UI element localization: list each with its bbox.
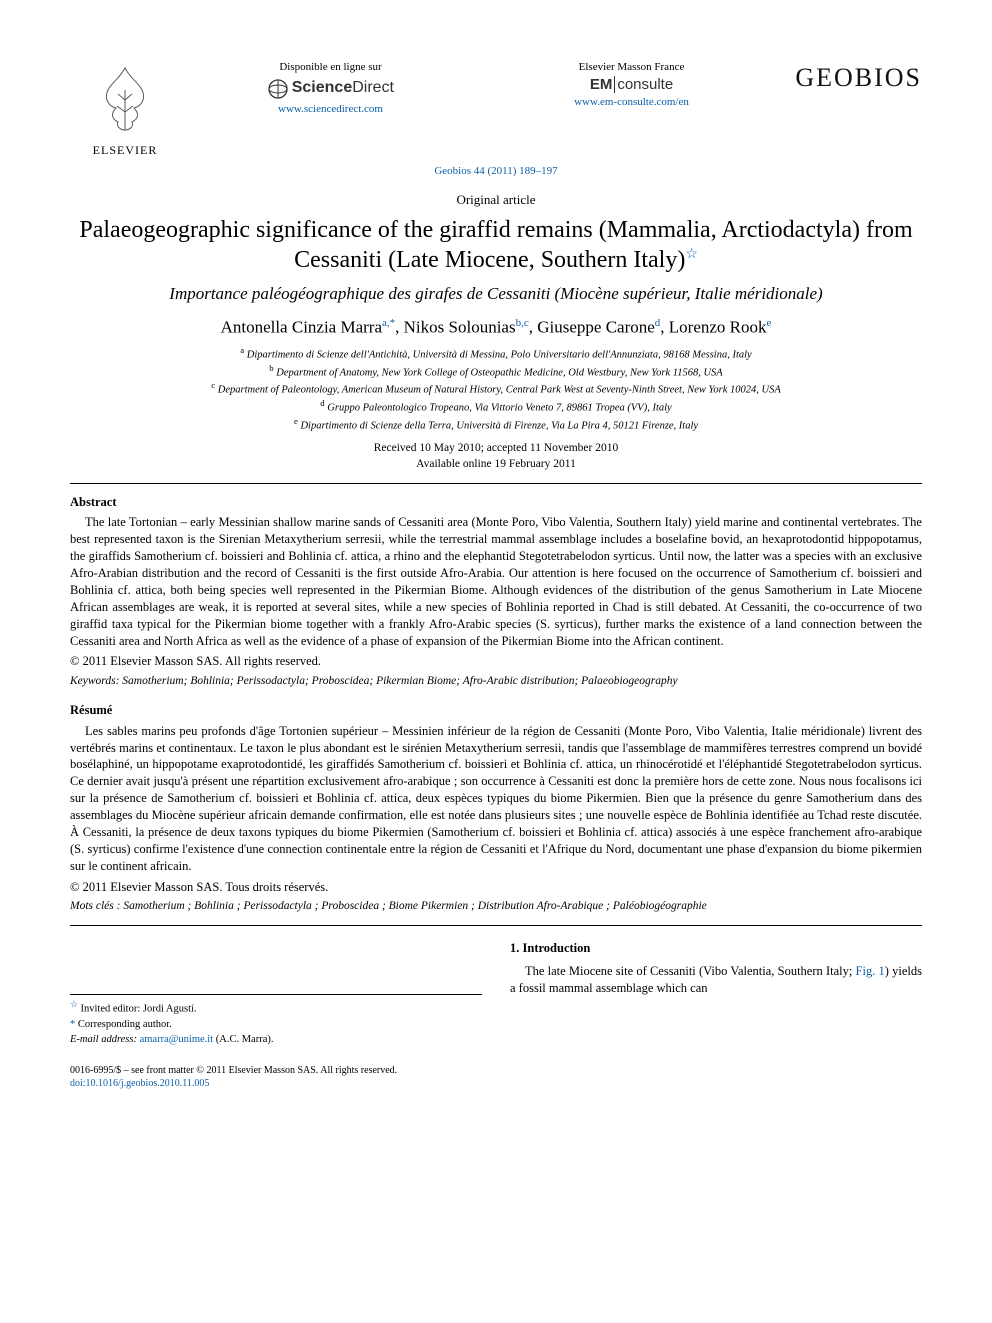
fn-star-text: Invited editor: Jordi Agustí.: [80, 1003, 196, 1014]
author-2[interactable]: Nikos Solounias: [404, 317, 516, 336]
author-list: Antonella Cinzia Marraa,*, Nikos Solouni…: [70, 316, 922, 340]
email-paren: (A.C. Marra).: [216, 1034, 274, 1045]
abstract-section: Abstract The late Tortonian – early Mess…: [70, 494, 922, 690]
publisher-block: ELSEVIER: [70, 60, 180, 158]
affil-e-text: Dipartimento di Scienze della Terra, Uni…: [300, 420, 698, 431]
intro-p1a: The late Miocene site of Cessaniti (Vibo…: [525, 964, 856, 978]
email-label: E-mail address:: [70, 1034, 137, 1045]
journal-logo: GEOBIOS: [782, 60, 922, 95]
sciencedirect-logo: ScienceDirect: [180, 77, 481, 100]
motscles-label: Mots clés :: [70, 900, 120, 912]
article-title: Palaeogeographic significance of the gir…: [70, 215, 922, 275]
affil-a-text: Dipartimento di Scienze dell'Antichità, …: [247, 350, 752, 361]
affil-b-text: Department of Anatomy, New York College …: [276, 367, 722, 378]
resume-body: Les sables marins peu profonds d'âge Tor…: [70, 723, 922, 875]
left-column: ☆ Invited editor: Jordi Agustí. * Corres…: [70, 940, 482, 1048]
introduction-heading: 1. Introduction: [510, 940, 922, 957]
emconsulte-block: Elsevier Masson France EMconsulte www.em…: [481, 60, 782, 110]
citation-line[interactable]: Geobios 44 (2011) 189–197: [70, 164, 922, 179]
author-2-affil[interactable]: b,c: [516, 317, 529, 329]
fig-1-link[interactable]: Fig. 1: [856, 964, 885, 978]
author-4-affil[interactable]: e: [767, 317, 772, 329]
affiliation-d: d Gruppo Paleontologico Tropeano, Via Vi…: [70, 398, 922, 416]
front-matter-line: 0016-6995/$ – see front matter © 2011 El…: [70, 1064, 922, 1078]
fn-corresponding: * Corresponding author.: [70, 1018, 482, 1032]
body-columns: ☆ Invited editor: Jordi Agustí. * Corres…: [70, 940, 922, 1048]
keywords-text: Samotherium; Bohlinia; Perissodactyla; P…: [122, 675, 677, 687]
fn-corr-text: Corresponding author.: [78, 1019, 172, 1030]
fn-email: E-mail address: amarra@unime.it (A.C. Ma…: [70, 1033, 482, 1047]
masson-line: Elsevier Masson France: [481, 60, 782, 75]
author-1[interactable]: Antonella Cinzia Marra: [221, 317, 382, 336]
affiliation-b: b Department of Anatomy, New York Colleg…: [70, 363, 922, 381]
title-text: Palaeogeographic significance of the gir…: [79, 217, 912, 273]
sd-available-text: Disponible en ligne sur: [180, 60, 481, 75]
doi-link[interactable]: doi:10.1016/j.geobios.2010.11.005: [70, 1077, 922, 1091]
sd-text-2: Direct: [352, 79, 394, 96]
abstract-copyright: © 2011 Elsevier Masson SAS. All rights r…: [70, 653, 922, 670]
fn-invited-editor: ☆ Invited editor: Jordi Agustí.: [70, 999, 482, 1017]
affiliation-c: c Department of Paleontology, American M…: [70, 380, 922, 398]
author-4[interactable]: Lorenzo Rook: [669, 317, 767, 336]
resume-heading: Résumé: [70, 702, 922, 719]
elsevier-tree-icon: [90, 60, 160, 138]
divider: [70, 483, 922, 484]
sciencedirect-url[interactable]: www.sciencedirect.com: [180, 102, 481, 117]
author-3-affil[interactable]: d: [655, 317, 661, 329]
affiliation-e: e Dipartimento di Scienze della Terra, U…: [70, 416, 922, 434]
emconsulte-logo: EMconsulte: [481, 75, 782, 95]
affil-c-text: Department of Paleontology, American Mus…: [218, 385, 781, 396]
article-dates: Received 10 May 2010; accepted 11 Novemb…: [70, 441, 922, 472]
abstract-body: The late Tortonian – early Messinian sha…: [70, 514, 922, 649]
journal-logo-block: GEOBIOS: [782, 60, 922, 95]
article-title-fr: Importance paléogéographique des girafes…: [70, 283, 922, 306]
author-3[interactable]: Giuseppe Carone: [537, 317, 655, 336]
right-column: 1. Introduction The late Miocene site of…: [510, 940, 922, 1048]
em-text-1: EM: [590, 76, 613, 93]
sciencedirect-block: Disponible en ligne sur ScienceDirect ww…: [180, 60, 481, 117]
resume-copyright: © 2011 Elsevier Masson SAS. Tous droits …: [70, 879, 922, 896]
affiliation-a: a Dipartimento di Scienze dell'Antichità…: [70, 345, 922, 363]
title-footnote-star[interactable]: ☆: [685, 247, 698, 262]
author-1-affil[interactable]: a,*: [382, 317, 395, 329]
article-type: Original article: [70, 191, 922, 209]
keywords-label: Keywords:: [70, 675, 119, 687]
emconsulte-url[interactable]: www.em-consulte.com/en: [481, 95, 782, 110]
keywords-en: Keywords: Samotherium; Bohlinia; Perisso…: [70, 674, 922, 690]
em-text-2: consulte: [617, 76, 673, 93]
corresponding-email[interactable]: amarra@unime.it: [140, 1034, 214, 1045]
page-footer: 0016-6995/$ – see front matter © 2011 El…: [70, 1064, 922, 1091]
affil-d-text: Gruppo Paleontologico Tropeano, Via Vitt…: [327, 403, 671, 414]
available-online: Available online 19 February 2011: [70, 457, 922, 473]
keywords-fr: Mots clés : Samotherium ; Bohlinia ; Per…: [70, 899, 922, 915]
title-footnotes: ☆ Invited editor: Jordi Agustí. * Corres…: [70, 994, 482, 1047]
resume-section: Résumé Les sables marins peu profonds d'…: [70, 702, 922, 915]
divider: [70, 925, 922, 926]
abstract-heading: Abstract: [70, 494, 922, 511]
publisher-name: ELSEVIER: [70, 142, 180, 158]
sd-text-1: Science: [292, 79, 352, 96]
introduction-p1: The late Miocene site of Cessaniti (Vibo…: [510, 963, 922, 997]
journal-header: ELSEVIER Disponible en ligne sur Science…: [70, 60, 922, 158]
motscles-text: Samotherium ; Bohlinia ; Perissodactyla …: [123, 900, 706, 912]
received-accepted: Received 10 May 2010; accepted 11 Novemb…: [70, 441, 922, 457]
